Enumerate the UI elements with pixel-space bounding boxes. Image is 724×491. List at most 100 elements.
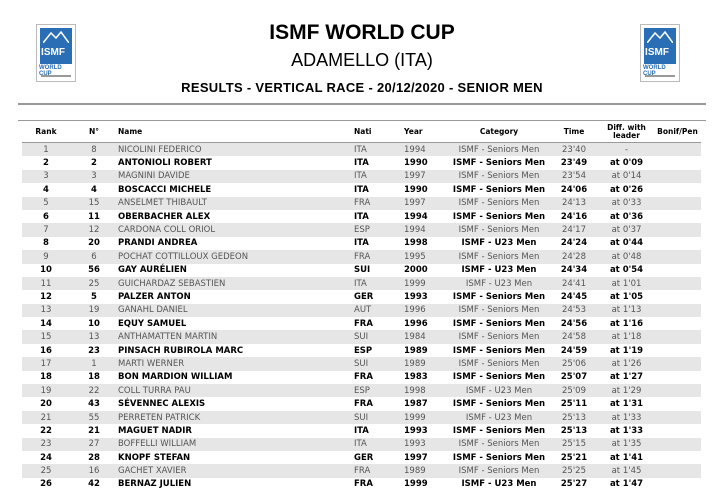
cell-diff-with-leader: at 0'54 [599,263,654,277]
cell-category: ISMF - Seniors Men [449,450,549,465]
cell-nationality: ESP [354,343,404,358]
cell-birth-year: 1999 [404,477,449,491]
cell-time: 24'53 [549,303,599,318]
cell-category: ISMF - Seniors Men [449,209,549,224]
cell-time: 25'13 [549,410,599,425]
cell-category: ISMF - U23 Men [449,477,549,491]
cell-nationality: SUI [354,410,404,425]
cell-bib-number: 11 [70,209,118,224]
cell-diff-with-leader: at 0'44 [599,236,654,251]
cell-time: 24'13 [549,196,599,210]
table-row: 21 55 PERRETEN PATRICK SUI 1999 ISMF - U23 Me… [22,410,701,425]
cell-bonif-pen [654,209,701,224]
cell-athlete-name: CARDONA COLL ORIOL [118,223,354,237]
cell-category: ISMF - U23 Men [449,276,549,291]
cell-nationality: FRA [354,196,404,210]
cell-bib-number: 2 [70,156,118,170]
cell-bonif-pen [654,183,701,197]
table-row: 15 13 ANTHAMATTEN MARTIN SUI 1984 ISMF - Seni… [22,330,701,344]
cell-rank: 26 [22,477,70,491]
cell-time: 25'25 [549,464,599,478]
cell-rank: 20 [22,397,70,411]
cell-athlete-name: KNOPF STEFAN [118,450,354,465]
cell-rank: 17 [22,357,70,371]
cell-birth-year: 2000 [404,263,449,277]
cell-bib-number: 55 [70,410,118,425]
cell-birth-year: 1993 [404,290,449,304]
cell-category: ISMF - Seniors Men [449,397,549,411]
cell-nationality: ITA [354,156,404,170]
cell-category: ISMF - Seniors Men [449,223,549,237]
cell-diff-with-leader: at 1'47 [599,477,654,491]
table-row: 24 28 KNOPF STEFAN GER 1997 ISMF - Seniors Me… [22,450,701,465]
cell-bib-number: 27 [70,437,118,451]
table-row: 9 6 POCHAT COTTILLOUX GEDEON FRA 1995 ISMF - … [22,250,701,264]
cell-category: ISMF - Seniors Men [449,303,549,318]
cell-rank: 9 [22,250,70,264]
table-row: 8 20 PRANDI ANDREA ITA 1998 ISMF - U23 Men 24'… [22,236,701,251]
cell-nationality: FRA [354,370,404,385]
cell-bib-number: 42 [70,477,118,491]
cell-rank: 4 [22,183,70,197]
cell-athlete-name: GAY AURÉLIEN [118,263,354,277]
cell-rank: 2 [22,156,70,170]
cell-athlete-name: OBERBACHER ALEX [118,209,354,224]
cell-bib-number: 12 [70,223,118,237]
cell-category: ISMF - Seniors Men [449,357,549,371]
cell-athlete-name: GACHET XAVIER [118,464,354,478]
cell-bonif-pen [654,397,701,411]
cell-nationality: ITA [354,209,404,224]
table-row: 6 11 OBERBACHER ALEX ITA 1994 ISMF - Seniors … [22,209,701,224]
cell-bonif-pen [654,303,701,318]
cell-time: 24'45 [549,290,599,304]
cell-diff-with-leader: at 0'48 [599,250,654,264]
cell-rank: 14 [22,317,70,331]
cell-rank: 1 [22,142,70,157]
cell-category: ISMF - Seniors Men [449,183,549,197]
cell-diff-with-leader: at 0'26 [599,183,654,197]
table-row: 19 22 COLL TURRA PAU ESP 1998 ISMF - U23 Men 2… [22,384,701,398]
cell-nationality: SUI [354,330,404,344]
cell-bonif-pen [654,236,701,251]
cell-athlete-name: BON MARDION WILLIAM [118,370,354,385]
cell-rank: 12 [22,290,70,304]
cell-nationality: FRA [354,250,404,264]
cell-diff-with-leader: at 1'31 [599,397,654,411]
column-header-bonif-pen: Bonif/Pen [654,121,701,143]
cell-time: 24'16 [549,209,599,224]
cell-category: ISMF - Seniors Men [449,142,549,157]
column-header-time: Time [549,121,599,143]
cell-category: ISMF - U23 Men [449,410,549,425]
cell-time: 25'11 [549,397,599,411]
divider-thin [18,120,706,121]
cell-rank: 19 [22,384,70,398]
cell-birth-year: 1998 [404,236,449,251]
ismf-world-cup-logo-right: ISMF WORLD CUP [640,24,680,82]
cell-birth-year: 1987 [404,397,449,411]
cell-category: ISMF - U23 Men [449,263,549,277]
cell-bib-number: 5 [70,290,118,304]
table-row: 10 56 GAY AURÉLIEN SUI 2000 ISMF - U23 Men 24'… [22,263,701,277]
cell-birth-year: 1994 [404,209,449,224]
cell-rank: 11 [22,276,70,291]
cell-diff-with-leader: at 1'35 [599,437,654,451]
cell-athlete-name: ANTONIOLI ROBERT [118,156,354,170]
cell-time: 24'41 [549,276,599,291]
cell-category: ISMF - Seniors Men [449,424,549,438]
cell-time: 25'09 [549,384,599,398]
cell-diff-with-leader: at 1'01 [599,276,654,291]
cell-time: 24'59 [549,343,599,358]
cell-athlete-name: SÉVENNEC ALEXIS [118,397,354,411]
cell-bib-number: 4 [70,183,118,197]
cell-athlete-name: BOSCACCI MICHELE [118,183,354,197]
cell-time: 23'40 [549,142,599,157]
cell-time: 23'49 [549,156,599,170]
cell-time: 25'27 [549,477,599,491]
cell-rank: 6 [22,209,70,224]
cell-bib-number: 6 [70,250,118,264]
cell-diff-with-leader: at 0'33 [599,196,654,210]
cell-diff-with-leader: at 1'13 [599,303,654,318]
column-header-rank: Rank [22,121,70,143]
cell-nationality: ITA [354,236,404,251]
cell-birth-year: 1997 [404,450,449,465]
